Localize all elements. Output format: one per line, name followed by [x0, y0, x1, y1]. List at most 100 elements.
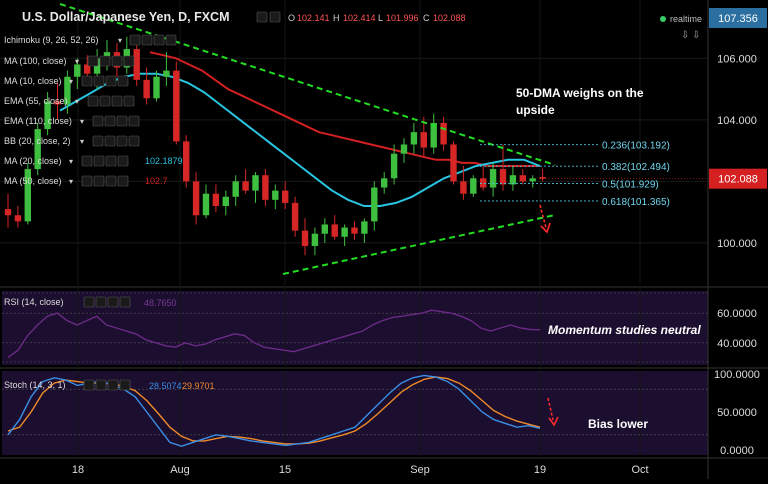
header: U.S. Dollar/Japanese Yen, D, FXCM O 102.…	[22, 10, 702, 41]
legend-buttons	[81, 34, 177, 187]
chevron-down-icon[interactable]: ▾	[118, 36, 122, 45]
header-settings[interactable]	[256, 11, 281, 23]
candle-body	[509, 175, 517, 185]
candle-body	[311, 233, 319, 246]
time-tick-label: Sep	[410, 464, 430, 476]
candle-body	[222, 196, 229, 206]
headline-annotation-line-1: 50-DMA weighs on the	[516, 86, 644, 100]
legend-control-button[interactable]	[128, 135, 140, 147]
legend-control-button[interactable]	[104, 115, 116, 127]
legend-control-button[interactable]	[81, 175, 93, 187]
legend-row-bb20[interactable]: BB (20, close, 2) ▾	[4, 136, 84, 146]
oscillator-control-button[interactable]	[119, 296, 131, 308]
chevron-down-icon[interactable]: ▾	[69, 157, 73, 166]
legend-control-button[interactable]	[104, 135, 116, 147]
legend-control-button[interactable]	[116, 115, 128, 127]
legend-control-button[interactable]	[87, 55, 99, 67]
oscillator-control-button[interactable]	[83, 379, 95, 391]
legend: Ichimoku (9, 26, 52, 26) ▾ MA (100, clos…	[4, 34, 183, 187]
legend-row-ma10[interactable]: MA (10, close) ▾	[4, 76, 73, 86]
chevron-down-icon[interactable]: ▾	[80, 137, 84, 146]
candle-body	[54, 101, 61, 105]
legend-control-button[interactable]	[129, 34, 141, 46]
ma-layer	[59, 51, 541, 207]
ohlc-close-label: C	[423, 13, 430, 23]
chevron-down-icon[interactable]: ▾	[69, 77, 73, 86]
support-trendline	[282, 214, 556, 275]
oscillator-control-button[interactable]	[95, 379, 107, 391]
realtime-label: realtime	[670, 14, 702, 24]
arrow-down-icon[interactable]: ⇩ ⇩	[681, 30, 700, 41]
legend-control-button[interactable]	[93, 175, 105, 187]
legend-control-button[interactable]	[105, 75, 117, 87]
legend-control-button[interactable]	[117, 155, 129, 167]
bias-annotation: Bias lower	[588, 417, 648, 431]
legend-control-button[interactable]	[105, 155, 117, 167]
legend-control-button[interactable]	[123, 95, 135, 107]
legend-control-button[interactable]	[153, 34, 165, 46]
chevron-down-icon[interactable]: ▾	[80, 117, 84, 126]
legend-control-button[interactable]	[87, 95, 99, 107]
rsi-tick-label: 60.0000	[717, 308, 757, 320]
oscillator-control-button[interactable]	[83, 296, 95, 308]
legend-control-button[interactable]	[81, 75, 93, 87]
legend-row-ichimoku[interactable]: Ichimoku (9, 26, 52, 26) ▾	[4, 35, 122, 45]
time-tick-label: Aug	[170, 464, 190, 476]
stoch-k-value: 28.5074	[149, 381, 182, 391]
legend-control-button[interactable]	[92, 135, 104, 147]
legend-row-ma100[interactable]: MA (100, close) ▾	[4, 56, 79, 66]
chevron-down-icon[interactable]: ▾	[69, 177, 73, 186]
fib-level-label: 0.618(101.365)	[602, 197, 670, 208]
oscillator-control-button[interactable]	[107, 296, 119, 308]
ohlc-low-label: L	[378, 13, 383, 23]
fib-level-label: 0.5(101.929)	[602, 180, 659, 191]
candle-body	[153, 76, 160, 99]
rsi-line	[7, 309, 541, 359]
oscillator-control-button[interactable]	[119, 379, 131, 391]
candle-body	[450, 144, 457, 182]
legend-control-button[interactable]	[111, 55, 123, 67]
legend-control-button[interactable]	[93, 155, 105, 167]
chevron-down-icon[interactable]: ▾	[75, 57, 79, 66]
price-tick-label: 106.000	[717, 53, 757, 65]
legend-control-button[interactable]	[93, 75, 105, 87]
legend-row-ma50[interactable]: MA (50, close) ▾ 102.7	[4, 176, 168, 186]
stoch-d-value: 29.9701	[182, 381, 215, 391]
legend-control-button[interactable]	[99, 55, 111, 67]
legend-control-button[interactable]	[116, 135, 128, 147]
candle-body	[64, 76, 71, 105]
stoch-label: Stoch (14, 3, 1)	[4, 380, 66, 390]
legend-row-ema110[interactable]: EMA (110, close) ▾	[4, 116, 84, 126]
oscillator-control-button[interactable]	[107, 379, 119, 391]
legend-control-button[interactable]	[117, 175, 129, 187]
legend-row-ema55[interactable]: EMA (55, close) ▾	[4, 96, 79, 106]
candle-body	[480, 178, 487, 188]
legend-control-button[interactable]	[165, 34, 177, 46]
legend-control-button[interactable]	[81, 155, 93, 167]
legend-control-button[interactable]	[105, 175, 117, 187]
resistance-trendline	[59, 3, 556, 166]
legend-control-button[interactable]	[92, 115, 104, 127]
legend-row-ma20[interactable]: MA (20, close) ▾ 102.1879	[4, 156, 183, 166]
legend-control-button[interactable]	[99, 95, 111, 107]
trend-layer	[59, 3, 556, 275]
oscillator-control-button[interactable]	[95, 296, 107, 308]
candle-body	[361, 221, 368, 234]
rsi-value: 48.7650	[144, 298, 177, 308]
legend-control-button[interactable]	[111, 95, 123, 107]
legend-label: MA (100, close)	[4, 56, 67, 66]
price-tick-label: 104.000	[717, 115, 757, 127]
time-tick-label: 15	[279, 464, 291, 476]
legend-control-button[interactable]	[123, 55, 135, 67]
stoch-tick-label: 100.0000	[714, 369, 760, 381]
candle-body	[539, 177, 546, 179]
ma50-legend-value: 102.7	[145, 176, 168, 186]
legend-control-button[interactable]	[117, 75, 129, 87]
top-price-badge: 107.356	[709, 8, 767, 28]
chevron-down-icon[interactable]: ▾	[75, 97, 79, 106]
ma20-legend-value: 102.1879	[145, 156, 183, 166]
legend-control-button[interactable]	[141, 34, 153, 46]
candle-body	[272, 190, 279, 200]
legend-control-button[interactable]	[128, 115, 140, 127]
candle-body	[390, 153, 398, 179]
